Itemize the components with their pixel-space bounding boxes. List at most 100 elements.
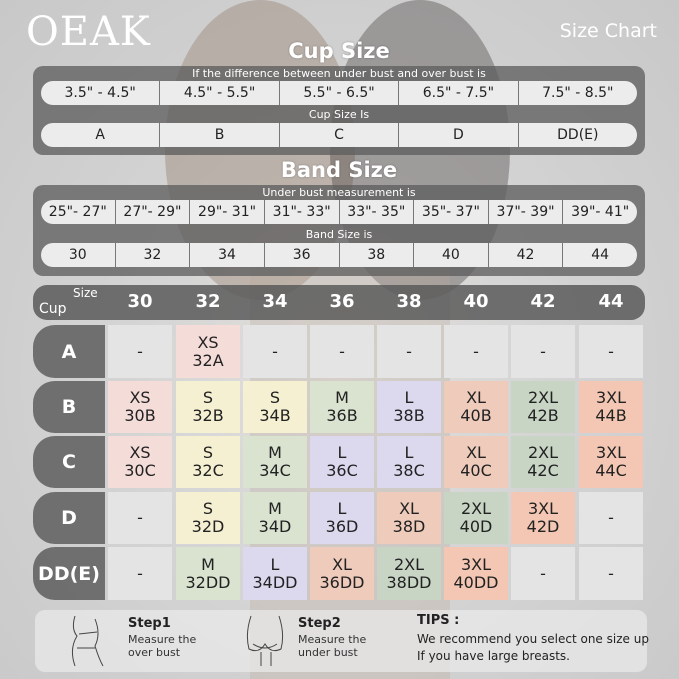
size-letter: - [608, 508, 614, 527]
under-bust-figure-icon [246, 615, 284, 666]
bra-size: 34C [259, 461, 291, 480]
size-cell: L 38C [377, 436, 441, 488]
size-letter: 2XL [527, 443, 559, 462]
measurement-cell: 27"- 29" [114, 200, 190, 224]
size-letter: 2XL [460, 499, 492, 518]
size-letter: 3XL [595, 443, 627, 462]
size-cell: - [579, 492, 643, 544]
step1-line2: over bust [128, 646, 181, 659]
column-header-34: 34 [262, 291, 288, 312]
over-bust-figure-icon [71, 615, 104, 667]
size-cell: 2XL 40D [444, 492, 508, 544]
bra-size: 30B [124, 406, 156, 425]
difference-cell: 7.5" - 8.5" [517, 81, 637, 105]
size-letter: 3XL [527, 499, 559, 518]
size-letter: S [269, 388, 281, 407]
difference-row: 3.5" - 4.5" 4.5" - 5.5" 5.5" - 6.5" 6.5" - … [41, 81, 637, 105]
size-cell: - [511, 547, 575, 600]
measurement-cell: 37"- 39" [487, 200, 563, 224]
size-cell: 2XL 42C [511, 436, 575, 488]
size-letter: 3XL [595, 388, 627, 407]
size-cell: XS 30B [108, 381, 172, 433]
band-row: 30 32 34 36 38 40 42 44 [41, 243, 637, 267]
cup-size-title: Cup Size [288, 39, 390, 63]
band-caption: Band Size is [305, 228, 373, 241]
size-cell: 3XL 42D [511, 492, 575, 544]
row-label-d: D [33, 492, 105, 544]
size-cell: S 32B [176, 381, 240, 433]
size-letter: - [339, 341, 345, 361]
tips-line1: We recommend you select one size up [417, 632, 649, 646]
row-label-c: C [33, 436, 105, 488]
size-cell: L 36D [310, 492, 374, 544]
tips-line2: If you have large breasts. [417, 649, 570, 663]
size-cell: M 34C [243, 436, 307, 488]
size-letter: - [540, 341, 546, 361]
cup-cell: D [398, 123, 517, 147]
measurement-cell: 39"- 41" [562, 200, 637, 224]
step2-line1: Measure the [298, 633, 367, 646]
column-header-38: 38 [396, 291, 422, 312]
size-cell: - [310, 325, 374, 378]
difference-cell: 4.5" - 5.5" [159, 81, 278, 105]
bra-size: 36C [326, 461, 358, 480]
measurement-cell: 29"- 31" [189, 200, 264, 224]
size-cell: - [377, 325, 441, 378]
bra-size: 38B [393, 406, 425, 425]
band-cell: 30 [68, 247, 87, 263]
size-cell: S 32C [176, 436, 240, 488]
corner-size-label: Size [73, 286, 98, 300]
size-letter: - [540, 563, 546, 583]
bra-size: 38C [393, 461, 425, 480]
bra-size: 32DD [185, 572, 231, 592]
size-letter: S [202, 499, 214, 518]
band-size-title: Band Size [280, 158, 398, 182]
tips-title: TIPS : [417, 613, 460, 628]
difference-cell: 5.5" - 6.5" [278, 81, 398, 105]
measurement-row: 25"- 27" 27"- 29" 29"- 31" 31"- 33" 33"- 35"… [41, 200, 637, 224]
bra-size: 34D [258, 517, 292, 536]
row-label-b: B [33, 381, 105, 433]
size-cell: - [108, 325, 172, 378]
difference-cell: 3.5" - 4.5" [64, 85, 136, 101]
difference-caption: If the difference between under bust and… [192, 67, 486, 80]
cup-cell: C [278, 123, 398, 147]
bra-size: 32B [192, 406, 224, 425]
size-letter: L [337, 499, 347, 518]
size-letter: XS [129, 443, 151, 462]
size-letter: - [608, 341, 614, 361]
column-header-44: 44 [598, 291, 624, 312]
size-cell: S 32D [176, 492, 240, 544]
step2-line2: under bust [298, 646, 358, 659]
size-letter: L [270, 554, 280, 574]
bra-size: 30C [124, 461, 156, 480]
size-letter: L [404, 443, 414, 462]
bra-size: 40C [460, 461, 492, 480]
size-letter: - [473, 341, 479, 361]
size-cell: XL 36DD [310, 547, 374, 600]
size-letter: XL [399, 499, 419, 518]
bra-size: 44C [595, 461, 627, 480]
size-cell: - [579, 547, 643, 600]
size-cell: 3XL 44C [579, 436, 643, 488]
band-size-panel: Under bust measurement is 25"- 27" 27"- 2… [33, 185, 645, 276]
size-letter: M [335, 388, 349, 407]
column-header-42: 42 [530, 291, 556, 312]
size-letter: XL [466, 388, 486, 407]
column-header-40: 40 [463, 291, 489, 312]
measurement-cell: 33"- 35" [338, 200, 414, 224]
size-cell: M 34D [243, 492, 307, 544]
size-cell: XS 32A [176, 325, 240, 378]
row-label-a: A [33, 325, 105, 378]
size-letter: 2XL [393, 554, 425, 574]
size-letter: S [202, 443, 214, 462]
size-letter: M [268, 443, 282, 462]
bra-size: 36D [325, 517, 359, 536]
band-cell: 32 [114, 243, 190, 267]
bra-size: 38D [392, 517, 426, 536]
size-letter: XL [332, 554, 352, 574]
size-letter: - [272, 341, 278, 361]
size-cell: 3XL 44B [579, 381, 643, 433]
bra-size: 40B [460, 406, 492, 425]
size-letter: XS [197, 332, 219, 352]
